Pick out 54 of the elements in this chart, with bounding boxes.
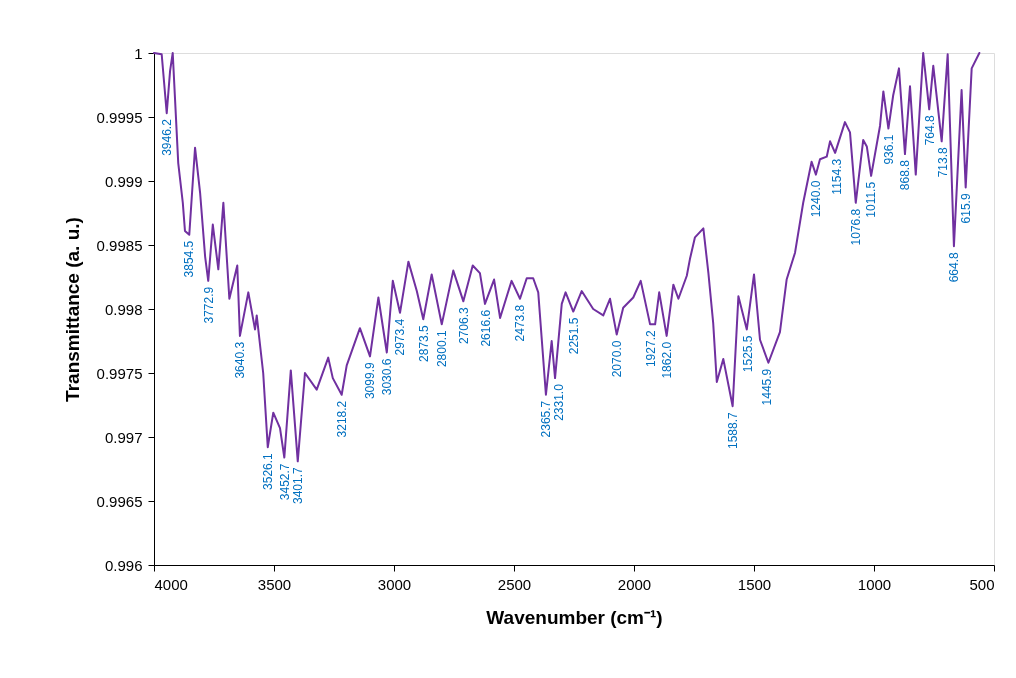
x-tick-label: 3000 bbox=[377, 575, 412, 593]
y-tick-label: 0.9965 bbox=[96, 492, 143, 510]
annotation: 3526.1 bbox=[260, 452, 275, 490]
annotation: 3401.7 bbox=[290, 466, 305, 505]
x-axis-title: Wavenumber (cm⁻¹) bbox=[486, 606, 663, 628]
annotation: 2706.3 bbox=[457, 306, 472, 345]
y-tick-label: 0.998 bbox=[104, 300, 143, 318]
x-tick-label: 2500 bbox=[497, 575, 532, 593]
annotation: 1445.9 bbox=[759, 368, 774, 406]
x-tick-label: 4000 bbox=[154, 575, 188, 593]
annotation: 2973.4 bbox=[393, 318, 408, 356]
annotation: 3946.2 bbox=[159, 118, 174, 156]
x-tick-label: 1000 bbox=[857, 575, 892, 593]
y-axis-title: Transmittance (a. u.) bbox=[61, 217, 83, 402]
annotation: 2800.1 bbox=[434, 330, 449, 368]
annotation: 1927.2 bbox=[644, 330, 659, 368]
y-tick-label: 0.997 bbox=[104, 428, 143, 446]
annotation: 1588.7 bbox=[725, 411, 740, 449]
annotation: 3030.6 bbox=[379, 358, 394, 396]
annotation: 868.8 bbox=[898, 159, 913, 191]
annotation: 3218.2 bbox=[334, 400, 349, 438]
annotation: 1240.0 bbox=[809, 180, 824, 218]
annotation: 2873.5 bbox=[417, 324, 432, 362]
y-tick-label: 1 bbox=[134, 44, 143, 62]
annotation: 3452.7 bbox=[278, 463, 293, 501]
annotation: 3640.3 bbox=[233, 341, 248, 379]
x-tick-label: 1500 bbox=[737, 575, 772, 593]
y-tick-label: 0.9975 bbox=[96, 364, 143, 382]
y-tick-label: 0.999 bbox=[104, 172, 143, 190]
x-tick-label: 500 bbox=[969, 575, 995, 593]
annotation: 1154.3 bbox=[829, 158, 844, 195]
annotation: 764.8 bbox=[923, 115, 938, 146]
y-tick-label: 0.9995 bbox=[96, 108, 143, 126]
y-tick-label: 0.9985 bbox=[96, 236, 143, 254]
annotation: 615.9 bbox=[959, 193, 974, 224]
annotation: 2331.0 bbox=[551, 383, 566, 421]
x-tick-label: 2000 bbox=[617, 575, 652, 593]
annotation: 1525.5 bbox=[740, 335, 755, 373]
annotation: 2070.0 bbox=[610, 340, 625, 378]
annotation: 2616.6 bbox=[479, 309, 494, 347]
annotation: 3854.5 bbox=[181, 240, 196, 278]
annotation: 2251.5 bbox=[566, 317, 581, 355]
x-tick-label: 3500 bbox=[257, 575, 292, 593]
annotation: 664.8 bbox=[947, 251, 962, 283]
annotation: 713.8 bbox=[935, 147, 950, 178]
annotation: 3772.9 bbox=[201, 286, 216, 324]
annotation: 1076.8 bbox=[848, 208, 863, 246]
annotation: 2365.7 bbox=[539, 400, 554, 438]
y-tick-label: 0.996 bbox=[104, 556, 143, 574]
annotation: 1011.5 bbox=[864, 181, 879, 218]
annotation: 3099.9 bbox=[363, 362, 378, 400]
annotation: 2473.8 bbox=[513, 304, 528, 342]
annotation: 1862.0 bbox=[660, 341, 675, 379]
annotation: 936.1 bbox=[882, 134, 897, 165]
